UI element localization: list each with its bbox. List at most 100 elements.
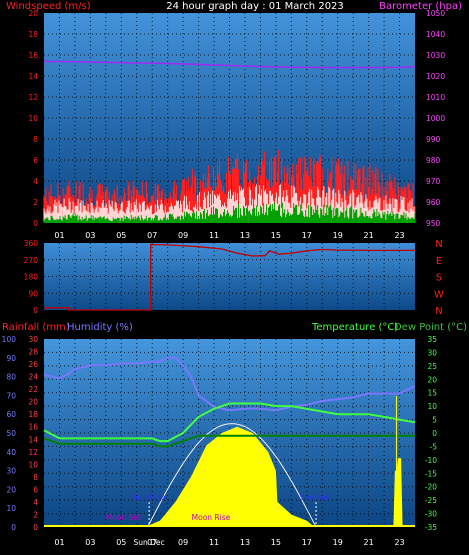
rainfall-area xyxy=(388,458,415,527)
wind-x-tick: 15 xyxy=(271,231,281,240)
wind-grid xyxy=(44,13,415,223)
sunset-label: Sun Set xyxy=(300,493,329,502)
dewpoint-series xyxy=(43,434,415,448)
wind-y-tick: 12 xyxy=(28,93,38,102)
barometer-y-tick: 990 xyxy=(426,135,441,144)
humidity-y-tick: 60 xyxy=(6,410,16,419)
rain-y-tick: 10 xyxy=(28,460,38,469)
temperature-y-tick: -20 xyxy=(425,483,437,492)
wind-x-tick: 07 xyxy=(147,231,157,240)
temperature-x-tick: 11 xyxy=(209,538,219,547)
wind-y-tick: 10 xyxy=(28,114,38,123)
humidity-y-ticks: 0 10 20 30 40 50 60 70 80 90 100 xyxy=(2,335,17,532)
humidity-y-tick: 50 xyxy=(6,429,16,438)
direction-y-tick: 360 xyxy=(24,239,39,248)
sunrise-label: Sun Rise xyxy=(133,493,166,502)
wind-x-tick: 17 xyxy=(302,231,312,240)
humidity-y-tick: 40 xyxy=(6,448,16,457)
temperature-y-tick: -35 xyxy=(425,523,437,532)
moonrise-label: Moon Rise xyxy=(192,513,231,522)
humidity-y-tick: 100 xyxy=(2,335,17,344)
barometer-y-tick: 1010 xyxy=(426,93,445,102)
direction-y-ticks: 0 90 180 270 360 xyxy=(24,239,39,315)
humidity-series xyxy=(43,356,416,412)
direction-plot-area xyxy=(44,243,415,310)
wind-x-tick: 21 xyxy=(364,231,374,240)
temperature-x-tick: 17 xyxy=(302,538,312,547)
rain-y-tick: 14 xyxy=(28,435,38,444)
temperature-y-tick: 10 xyxy=(427,402,437,411)
barometer-y-tick: 1040 xyxy=(426,30,445,39)
temperature-y-tick: -30 xyxy=(425,510,437,519)
wind-y-tick: 2 xyxy=(33,198,38,207)
compass-label: E xyxy=(436,256,442,267)
wind-y-tick: 18 xyxy=(28,30,38,39)
solar-area xyxy=(144,426,315,527)
wind-series xyxy=(43,60,416,223)
wind-x-tick: 01 xyxy=(54,231,64,240)
humidity-y-tick: 90 xyxy=(6,354,16,363)
direction-y-tick: 0 xyxy=(33,306,38,315)
direction-series xyxy=(44,243,415,311)
temperature-y-tick: 25 xyxy=(427,362,437,371)
barometer-y-tick: 980 xyxy=(426,156,441,165)
temperature-x-tick: 15 xyxy=(271,538,281,547)
rain-y-tick: 0 xyxy=(33,523,38,532)
compass-label: W xyxy=(434,289,444,300)
temperature-y-tick: 5 xyxy=(432,416,437,425)
rain-y-tick: 2 xyxy=(33,510,38,519)
temperature-x-tick: 05 xyxy=(116,538,126,547)
rain-y-tick: 28 xyxy=(28,348,38,357)
humidity-y-tick: 70 xyxy=(6,391,16,400)
humidity-y-tick: 0 xyxy=(11,523,16,532)
sun-dec-label: Sun Dec xyxy=(133,538,164,547)
rain-y-tick: 4 xyxy=(33,498,38,507)
humidity-axis-title: Humidity (%) xyxy=(67,322,133,333)
average-wind-series xyxy=(43,202,416,223)
barometer-y-tick: 1030 xyxy=(426,51,445,60)
rain-y-tick: 12 xyxy=(28,448,38,457)
rain-y-tick: 18 xyxy=(28,410,38,419)
temperature-y-tick: 20 xyxy=(427,375,437,384)
rain-y-tick: 20 xyxy=(28,398,38,407)
barometer-y-tick: 970 xyxy=(426,177,441,186)
temperature-y-tick: 35 xyxy=(427,335,437,344)
rain-y-tick: 16 xyxy=(28,423,38,432)
temperature-y-ticks: -35 -30 -25 -20 -15 -10 -5 0 5 10 15 20 25 30 35 xyxy=(425,335,437,532)
wind-x-tick: 19 xyxy=(333,231,343,240)
barometer-axis-title: Barometer (hpa) xyxy=(379,1,462,12)
barometer-y-tick: 960 xyxy=(426,198,441,207)
temperature-x-tick: 01 xyxy=(54,538,64,547)
temperature-x-tick: 19 xyxy=(333,538,343,547)
humidity-y-tick: 10 xyxy=(6,504,16,513)
temperature-x-tick: 09 xyxy=(178,538,188,547)
rain-y-tick: 26 xyxy=(28,360,38,369)
solar-clearsky-curve xyxy=(147,423,317,528)
temperature-x-ticks: 01 03 05 07 09 11 13 15 17 19 21 23 xyxy=(54,538,404,547)
wind-x-tick: 13 xyxy=(240,231,250,240)
rain-y-tick: 30 xyxy=(28,335,38,344)
temperature-y-tick: -10 xyxy=(425,456,437,465)
temperature-y-tick: -25 xyxy=(425,496,437,505)
temperature-y-tick: 15 xyxy=(427,389,437,398)
temperature-y-tick: 0 xyxy=(432,429,437,438)
rain-y-tick: 22 xyxy=(28,385,38,394)
temperature-x-tick: 13 xyxy=(240,538,250,547)
wind-x-tick: 05 xyxy=(116,231,126,240)
barometer-y-tick: 1000 xyxy=(426,114,445,123)
compass-label: N xyxy=(435,306,442,317)
dewpoint-axis-title: Dew Point (°C) xyxy=(394,322,467,333)
wind-x-tick: 03 xyxy=(85,231,95,240)
temperature-y-tick: -15 xyxy=(425,469,437,478)
temperature-series xyxy=(43,356,416,528)
direction-y-tick: 270 xyxy=(24,256,39,265)
direction-series xyxy=(44,243,415,311)
wind-x-ticks: 01 03 05 07 09 11 13 15 17 19 21 23 xyxy=(54,231,404,240)
wind-y-tick: 0 xyxy=(33,219,38,228)
barometer-series xyxy=(43,60,416,69)
barometer-y-tick: 950 xyxy=(426,219,441,228)
humidity-y-tick: 80 xyxy=(6,373,16,382)
compass-label: N xyxy=(435,239,442,250)
